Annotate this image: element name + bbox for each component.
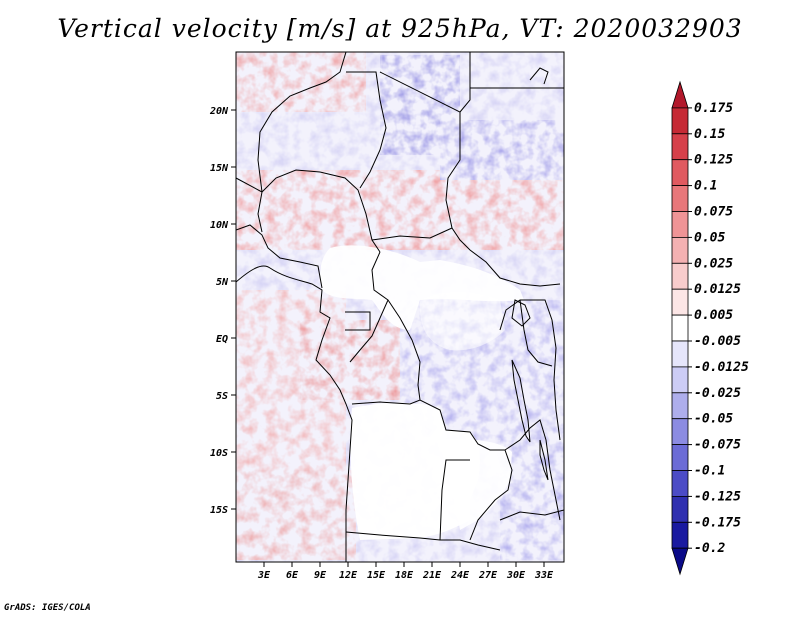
colorbar-segment [671,314,689,342]
colorbar-segment [671,340,689,368]
lat-label-5n: 5N [216,277,229,288]
lon-label-24e: 24E [450,570,470,581]
colorbar-label: -0.025 [694,386,741,401]
lat-label-15s: 15S [210,505,228,516]
lakes [511,67,549,481]
colorbar-label: 0.005 [694,308,733,323]
colorbar-label: 0.05 [694,230,725,245]
velocity-field [236,52,564,562]
colorbar-label: 0.1 [694,179,717,194]
colorbar-label: -0.005 [694,334,741,349]
lon-label-15e: 15E [367,570,386,581]
lon-label-9e: 9E [314,570,327,581]
lon-label-33e: 33E [534,570,554,581]
colorbar-segment [671,547,689,576]
lat-label-20n: 20N [209,106,229,117]
colorbar-segment [671,211,689,238]
colorbar-segment [671,80,689,109]
lon-label-6e: 6E [286,570,299,581]
colorbar-segment [671,444,689,471]
colorbar-label: 0.125 [694,153,733,168]
colorbar-segment [671,366,689,394]
calm-region-congo [419,291,505,351]
map-frame [235,51,565,563]
lat-label-5s: 5S [216,391,228,402]
colorbar-segment [671,288,689,316]
colorbar-label: -0.2 [694,541,725,556]
colorbar-label: 0.025 [694,256,733,271]
lat-label-eq: EQ [216,334,228,345]
lon-label-30e: 30E [506,570,526,581]
borders [236,52,564,562]
lon-label-3e: 3E [257,570,271,581]
lat-label-15n: 15N [210,163,229,174]
calm-region-central [320,245,524,330]
lon-label-18e: 18E [395,570,414,581]
credit-text: GrADS: IGES/COLA [4,603,91,613]
colorbar-segment [671,521,689,549]
calm-region-zambia [440,439,512,530]
lat-axis: 20N 15N 10N 5N EQ 5S 10S 15S [209,106,236,516]
colorbar-label: -0.1 [694,464,725,479]
colorbar-segment [671,495,689,523]
lon-axis: 3E 6E 9E 12E 15E 18E 21E 24E 27E 30E 33E [257,562,554,581]
colorbar-labels: 0.175 0.15 0.125 0.1 0.075 0.05 0.025 0.0125 0.0… [688,101,749,556]
colorbar-label: 0.15 [694,127,725,142]
lon-label-21e: 21E [422,570,442,581]
colorbar-segments [671,80,689,576]
colorbar-label: 0.175 [694,101,733,116]
colorbar-label: -0.125 [694,489,741,504]
colorbar-segment [671,418,689,446]
chart-title: Vertical velocity [m/s] at 925hPa, VT: 2… [57,14,743,43]
colorbar-label: -0.175 [694,515,741,530]
map-plot-area [235,51,565,563]
lon-label-27e: 27E [478,570,498,581]
colorbar-label: 0.075 [694,205,733,220]
lat-label-10s: 10S [210,448,228,459]
lat-label-10n: 10N [210,220,229,231]
colorbar-label: 0.0125 [694,282,741,297]
colorbar-label: -0.05 [694,412,733,427]
colorbar-segment [671,392,689,420]
colorbar-segment [671,470,689,497]
colorbar: 0.175 0.15 0.125 0.1 0.075 0.05 0.025 0.0125 0.0… [671,80,749,576]
colorbar-segment [671,185,689,212]
calm-region-angola [350,402,480,540]
colorbar-segment [671,107,689,135]
colorbar-label: -0.075 [694,438,741,453]
lon-label-12e: 12E [339,570,358,581]
colorbar-segment [671,159,689,186]
colorbar-segment [671,236,689,264]
colorbar-segment [671,133,689,161]
colorbar-segment [671,262,689,290]
colorbar-label: -0.0125 [694,360,749,375]
